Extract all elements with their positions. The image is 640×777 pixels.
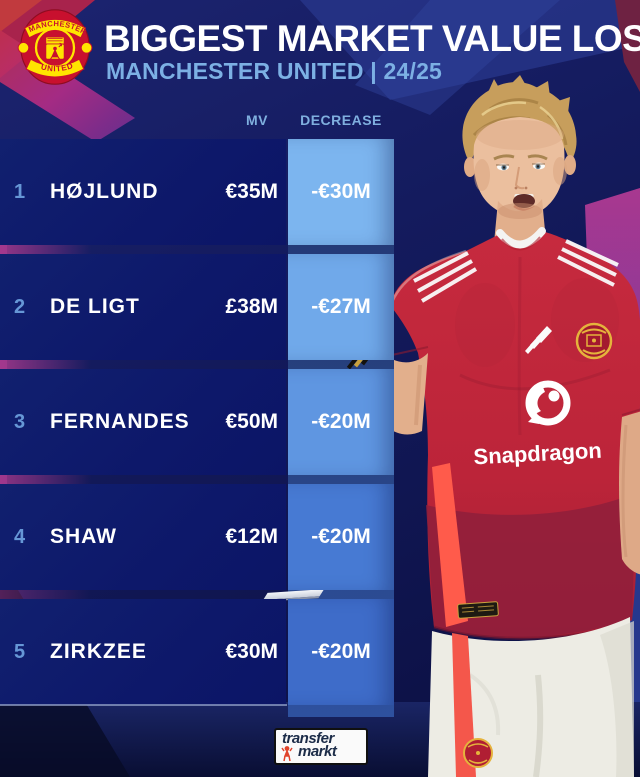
transfermarkt-logo-line2: markt (298, 743, 337, 760)
player-shorts (428, 617, 634, 777)
decrease-value: -€20M (288, 599, 394, 705)
table-row: 2 DE LIGT £38M -€27M (0, 254, 394, 360)
rank-label: 4 (14, 525, 26, 548)
player-name: DE LIGT (50, 295, 140, 318)
table-row: 1 HØJLUND €35M -€30M (0, 139, 394, 245)
column-header-decrease: DECREASE (300, 112, 382, 128)
transfermarkt-logo: transfer markt (274, 728, 368, 765)
jersey-club-crest-icon (575, 322, 613, 360)
rank-label: 3 (14, 410, 26, 433)
player-photo: Snapdragon (388, 75, 640, 777)
shorts-club-crest-icon (463, 738, 493, 768)
table-row: 5 ZIRKZEE €30M -€20M (0, 599, 394, 705)
page-title: BIGGEST MARKET VALUE LOSSES (104, 18, 640, 59)
jersey-tag (457, 601, 499, 619)
transfermarkt-devil-icon (281, 746, 293, 762)
table-row: 3 FERNANDES €50M -€20M (0, 369, 394, 475)
decrease-value: -€30M (288, 139, 394, 245)
rank-label: 5 (14, 640, 26, 663)
decrease-value: -€20M (288, 369, 394, 475)
svg-text:UNITED: UNITED (40, 61, 75, 74)
jersey-side-stripe (432, 463, 468, 627)
manchester-united-crest-icon: MANCHESTER UNITED (17, 9, 93, 85)
market-value: €50M (225, 410, 278, 433)
player-name: HØJLUND (50, 180, 159, 203)
magenta-streak (0, 475, 96, 484)
crest-bottom-text: UNITED (40, 61, 74, 74)
rank-label: 1 (14, 180, 26, 203)
column-header-mv: MV (246, 112, 268, 128)
transfermarkt-logo-line1: transfer (282, 730, 334, 747)
market-value: £38M (225, 295, 278, 318)
player-name: SHAW (50, 525, 117, 548)
magenta-streak (0, 360, 96, 369)
decrease-value: -€20M (288, 484, 394, 590)
player-arms (388, 346, 640, 575)
player-jersey: Snapdragon (388, 227, 640, 640)
market-value: €30M (225, 640, 278, 663)
snapdragon-logo-icon (525, 380, 571, 426)
player-name: FERNANDES (50, 410, 190, 433)
magenta-streak (0, 245, 96, 254)
market-value: €12M (225, 525, 278, 548)
market-value: €35M (225, 180, 278, 203)
magenta-streak (0, 590, 96, 599)
table-bottom-highlight (0, 704, 287, 706)
player-face (464, 117, 576, 221)
page-subtitle: MANCHESTER UNITED | 24/25 (106, 58, 443, 84)
adidas-logo-icon (525, 326, 552, 354)
player-name: ZIRKZEE (50, 640, 147, 663)
decrease-value: -€27M (288, 254, 394, 360)
table-row: 4 SHAW €12M -€20M (0, 484, 394, 590)
rank-label: 2 (14, 295, 26, 318)
